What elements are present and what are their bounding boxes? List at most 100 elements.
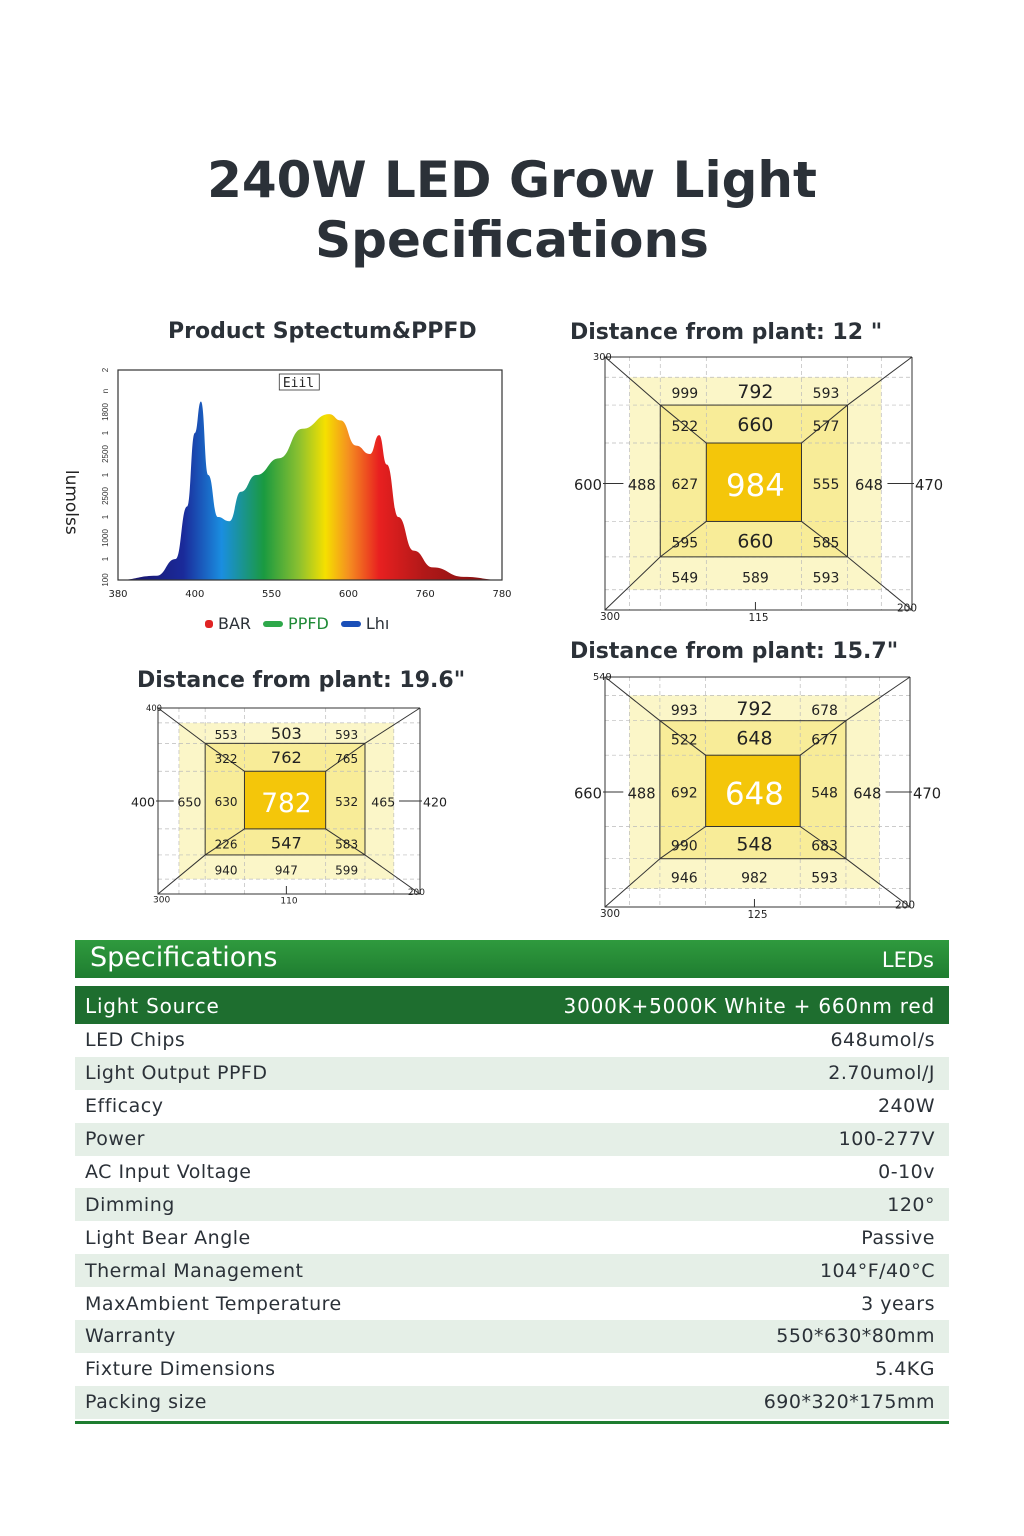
grid-12-title: Distance from plant: 12 " bbox=[570, 320, 883, 345]
y-tick-label: 1 bbox=[101, 430, 110, 435]
right-inner-value: 648 bbox=[853, 785, 881, 802]
ppfd-value: 648 bbox=[725, 777, 784, 813]
ppfd-value: 589 bbox=[742, 571, 769, 587]
page-title: 240W LED Grow Light Specifications bbox=[0, 150, 1024, 270]
ppfd-value: 982 bbox=[741, 871, 768, 887]
light-source-row: Light Source 3000K+5000K White + 660nm r… bbox=[75, 986, 949, 1024]
bottom-label: 115 bbox=[748, 612, 768, 624]
spec-value: 2.70umol/J bbox=[587, 1056, 949, 1090]
spec-row: Thermal Management 104°F/40°C bbox=[75, 1254, 949, 1288]
spec-value: 3000K+5000K White + 660nm red bbox=[563, 994, 935, 1018]
title-line-1: 240W LED Grow Light bbox=[207, 151, 817, 209]
ppfd-value: 692 bbox=[671, 786, 698, 802]
ppfd-value: 990 bbox=[671, 839, 698, 855]
spec-row: Power 100-277V bbox=[75, 1122, 949, 1156]
ppfd-value: 593 bbox=[813, 571, 840, 587]
diagonal-line bbox=[801, 404, 848, 444]
diagonal-line bbox=[204, 742, 245, 772]
ppfd-value: 555 bbox=[813, 477, 840, 493]
corner-label: 200 bbox=[897, 602, 917, 614]
left-outer-value: 600 bbox=[574, 477, 602, 494]
spec-row: Fixture Dimensions 5.4KG bbox=[75, 1353, 949, 1386]
ppfd-value: 577 bbox=[813, 419, 840, 435]
diagonal-line bbox=[204, 828, 245, 856]
ppfd-value: 583 bbox=[335, 838, 358, 852]
spec-label: Packing size bbox=[75, 1385, 588, 1419]
ppfd-value: 765 bbox=[335, 752, 358, 766]
spec-label: Thermal Management bbox=[75, 1254, 588, 1288]
corner-label: 549 bbox=[593, 672, 612, 683]
legend-label: Lhı bbox=[365, 614, 390, 633]
ppfd-value: 683 bbox=[811, 839, 838, 855]
spec-label: Fixture Dimensions bbox=[85, 1358, 276, 1381]
left-inner-value: 488 bbox=[628, 785, 656, 802]
spec-row: MaxAmbient Temperature 3 years bbox=[75, 1287, 949, 1320]
ppfd-value: 946 bbox=[671, 871, 698, 887]
left-inner-value: 488 bbox=[628, 477, 656, 494]
spec-value: 120° bbox=[587, 1188, 949, 1222]
y-tick-label: 1 bbox=[101, 472, 110, 477]
bottom-label: 110 bbox=[280, 897, 297, 907]
diagonal-line bbox=[845, 676, 911, 722]
inner-frame bbox=[705, 754, 801, 827]
spec-row: Packing size 690*320*175mm bbox=[75, 1385, 949, 1419]
spec-label: Warranty bbox=[75, 1320, 588, 1353]
ppfd-value: 593 bbox=[813, 386, 840, 402]
diagonal-line bbox=[325, 742, 366, 772]
spec-label: Light Output PPFD bbox=[75, 1056, 588, 1090]
y-tick-label: 2500 bbox=[101, 445, 110, 463]
right-inner-value: 465 bbox=[371, 794, 395, 809]
ppfd-value: 553 bbox=[215, 728, 238, 742]
ppfd-value: 226 bbox=[215, 838, 238, 852]
corner-label: 200 bbox=[408, 888, 425, 898]
diagonal-line bbox=[325, 828, 366, 856]
left-inner-value: 650 bbox=[177, 794, 201, 809]
diagonal-line bbox=[799, 720, 847, 756]
spec-value: 100-277V bbox=[587, 1122, 949, 1156]
diagonal-line bbox=[847, 356, 913, 406]
spec-value: 5.4KG bbox=[875, 1358, 935, 1381]
diagonal-line bbox=[604, 676, 661, 722]
spec-row: AC Input Voltage 0-10v bbox=[75, 1156, 949, 1189]
ppfd-value: 595 bbox=[671, 535, 698, 551]
ppfd-value: 677 bbox=[811, 733, 838, 749]
corner-label: 200 bbox=[895, 899, 915, 911]
inner-frame bbox=[243, 770, 327, 830]
ppfd-value: 940 bbox=[215, 864, 238, 878]
ppfd-value: 993 bbox=[671, 703, 698, 719]
spec-label: Light Source bbox=[85, 994, 220, 1018]
mid-frame bbox=[204, 742, 366, 856]
ppfd-value: 593 bbox=[335, 728, 358, 742]
y-tick-label: n bbox=[101, 389, 110, 393]
spec-value: 3 years bbox=[861, 1292, 935, 1315]
y-axis-label: lumolss bbox=[61, 470, 81, 535]
ppfd-value: 984 bbox=[726, 468, 785, 504]
right-outer-value: 470 bbox=[913, 785, 941, 802]
spec-value: 648umol/s bbox=[830, 1029, 935, 1052]
diagonal-line bbox=[604, 556, 661, 611]
x-tick-label: 600 bbox=[339, 589, 358, 600]
ppfd-value: 660 bbox=[737, 414, 773, 436]
title-line-2: Specifications bbox=[315, 211, 709, 269]
right-inner-value: 648 bbox=[855, 477, 883, 494]
spec-value: Passive bbox=[861, 1226, 935, 1249]
ppfd-value: 792 bbox=[736, 698, 772, 720]
diagonal-line bbox=[364, 854, 421, 895]
ppfd-value: 782 bbox=[261, 788, 311, 819]
divider bbox=[75, 1421, 949, 1424]
spec-label: Power bbox=[75, 1122, 588, 1156]
spec-label: Light Bear Angle bbox=[85, 1226, 251, 1249]
ppfd-value: 660 bbox=[737, 530, 773, 552]
left-outer-value: 400 bbox=[131, 794, 155, 809]
spec-value: 104°F/40°C bbox=[587, 1254, 949, 1288]
ppfd-value: 627 bbox=[671, 477, 698, 493]
ppfd-value: 503 bbox=[271, 724, 302, 743]
spec-row: Dimming 120° bbox=[75, 1188, 949, 1222]
ppfd-value: 585 bbox=[813, 535, 840, 551]
mid-frame bbox=[659, 404, 849, 558]
inner-frame bbox=[705, 442, 802, 522]
ppfd-value: 678 bbox=[811, 703, 838, 719]
ppfd-grid-12in: 999 792 593 522 660 577 627 984 555 595 660 585 549 5… bbox=[574, 352, 943, 624]
y-tick-label: 2500 bbox=[101, 487, 110, 505]
spec-label: Dimming bbox=[75, 1188, 588, 1222]
